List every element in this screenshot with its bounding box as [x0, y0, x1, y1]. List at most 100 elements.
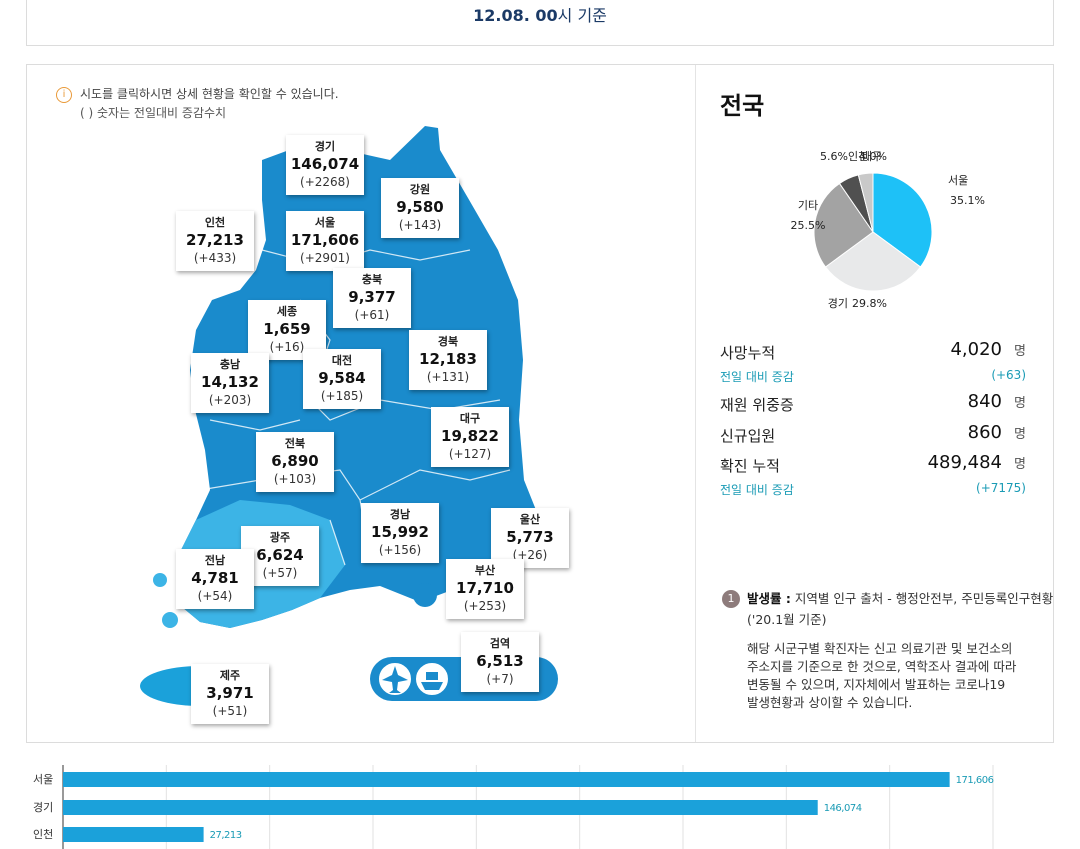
region-name: 경남	[389, 508, 411, 521]
region-change: (+156)	[378, 543, 422, 557]
region-name: 강원	[409, 183, 431, 196]
region-change: (+51)	[212, 704, 248, 718]
region-name: 전북	[284, 437, 306, 450]
region-change: (+16)	[269, 340, 305, 354]
divider	[695, 65, 696, 742]
region-change: (+61)	[354, 308, 390, 322]
region-total: 12,183	[419, 350, 477, 368]
header-suffix: 시 기준	[557, 6, 607, 25]
region-total: 9,580	[396, 198, 444, 216]
region-total: 5,773	[506, 528, 554, 546]
region-change: (+7)	[486, 672, 514, 686]
region-card[interactable]: 경북 12,183 (+131)	[409, 330, 487, 390]
region-total: 6,890	[271, 452, 319, 470]
region-total: 146,074	[290, 155, 360, 173]
region-change: (+203)	[208, 393, 252, 407]
stat-label: 사망누적	[720, 344, 776, 362]
description-line: 변동될 수 있으며, 지자체에서 발표하는 코로나19	[747, 677, 1006, 692]
stat-change-row: 전일 대비 증감 (+63)	[720, 368, 1026, 385]
region-card[interactable]: 전북 6,890 (+103)	[256, 432, 334, 492]
stat-row: 확진 누적 489,484 명	[720, 452, 1026, 476]
region-name: 경기	[314, 140, 336, 153]
region-total: 4,781	[191, 569, 239, 587]
footnote-description: 해당 시군구별 확진자는 신고 의료기관 및 보건소의 주소지를 기준으로 한 …	[747, 640, 1016, 712]
region-card[interactable]: 강원 9,580 (+143)	[381, 178, 459, 238]
region-card[interactable]: 전남 4,781 (+54)	[176, 549, 254, 609]
notice-text: 시도를 클릭하시면 상세 현황을 확인할 수 있습니다.	[80, 87, 339, 101]
region-card[interactable]: 제주 3,971 (+51)	[191, 664, 269, 724]
stat-label: 재원 위중증	[720, 396, 794, 414]
region-card[interactable]: 서울 171,606 (+2901)	[286, 211, 364, 271]
region-total: 9,584	[318, 369, 366, 387]
region-total: 1,659	[263, 320, 311, 338]
region-total: 17,710	[456, 579, 514, 597]
change-label: 전일 대비 증감	[720, 370, 794, 384]
airplane-icon	[382, 666, 408, 693]
region-total: 19,822	[441, 427, 499, 445]
region-total: 27,213	[186, 231, 244, 249]
region-name: 서울	[314, 216, 336, 229]
region-name: 광주	[269, 531, 291, 544]
stat-row: 신규입원 860 명	[720, 422, 1026, 446]
region-total: 14,132	[201, 373, 259, 391]
region-name: 경북	[437, 335, 459, 348]
footnote-basis: ('20.1월 기준)	[747, 612, 827, 627]
stat-unit: 명	[1014, 427, 1026, 442]
footnote-source-text: 지역별 인구 출처 - 행정안전부, 주민등록인구현황	[794, 591, 1054, 606]
map-notice: i 시도를 클릭하시면 상세 현황을 확인할 수 있습니다.	[56, 85, 339, 103]
stat-value: 840	[967, 391, 1002, 412]
region-name: 검역	[489, 637, 511, 650]
region-change: (+2268)	[300, 175, 350, 189]
region-card[interactable]: 부산 17,710 (+253)	[446, 559, 524, 619]
ship-icon	[421, 672, 443, 690]
region-change: (+103)	[273, 472, 317, 486]
region-change: (+2901)	[300, 251, 350, 265]
header: 12.08. 00시 기준	[26, 0, 1054, 46]
region-name: 전남	[204, 554, 226, 567]
summary-title: 전국	[720, 92, 765, 120]
description-line: 해당 시군구별 확진자는 신고 의료기관 및 보건소의	[747, 641, 1013, 656]
island	[162, 612, 178, 628]
island	[413, 583, 437, 607]
info-icon: i	[56, 86, 72, 103]
region-card[interactable]: 대구 19,822 (+127)	[431, 407, 509, 467]
region-name: 울산	[519, 513, 541, 526]
stat-value: 4,020	[950, 339, 1002, 360]
region-change: (+143)	[398, 218, 442, 232]
region-name: 부산	[474, 564, 496, 577]
region-change: (+26)	[512, 548, 548, 562]
change-value: (+7175)	[976, 481, 1026, 495]
region-change: (+131)	[426, 370, 470, 384]
region-card[interactable]: 검역 6,513 (+7)	[461, 632, 539, 692]
region-change: (+253)	[463, 599, 507, 613]
footnote-number: 1	[722, 590, 740, 608]
stat-label: 신규입원	[720, 427, 776, 445]
region-name: 충남	[219, 358, 241, 371]
region-card[interactable]: 충남 14,132 (+203)	[191, 353, 269, 413]
region-card[interactable]: 광주 6,624 (+57)	[241, 526, 319, 586]
region-change: (+57)	[262, 566, 298, 580]
region-change: (+433)	[193, 251, 237, 265]
region-change: (+185)	[320, 389, 364, 403]
description-line: 발생현황과 상이할 수 있습니다.	[747, 695, 913, 710]
stat-label: 확진 누적	[720, 457, 780, 475]
stat-value: 860	[967, 422, 1002, 443]
description-line: 주소지를 기준으로 한 것으로, 역학조사 결과에 따라	[747, 659, 1017, 674]
region-total: 15,992	[371, 523, 429, 541]
region-card[interactable]: 인천 27,213 (+433)	[176, 211, 254, 271]
footnote-title: 발생률 :	[747, 591, 791, 606]
map-note: ( ) 숫자는 전일대비 증감수치	[80, 106, 227, 120]
region-name: 제주	[219, 669, 241, 682]
stat-unit: 명	[1014, 457, 1026, 472]
region-total: 9,377	[348, 288, 396, 306]
stat-row: 재원 위중증 840 명	[720, 391, 1026, 415]
region-card[interactable]: 대전 9,584 (+185)	[303, 349, 381, 409]
region-card[interactable]: 경남 15,992 (+156)	[361, 503, 439, 563]
change-label: 전일 대비 증감	[720, 483, 794, 497]
region-card[interactable]: 울산 5,773 (+26)	[491, 508, 569, 568]
region-total: 6,624	[256, 546, 304, 564]
region-card[interactable]: 경기 146,074 (+2268)	[286, 135, 364, 195]
stat-row: 사망누적 4,020 명	[720, 339, 1026, 363]
stat-unit: 명	[1014, 396, 1026, 411]
region-card[interactable]: 충북 9,377 (+61)	[333, 268, 411, 328]
